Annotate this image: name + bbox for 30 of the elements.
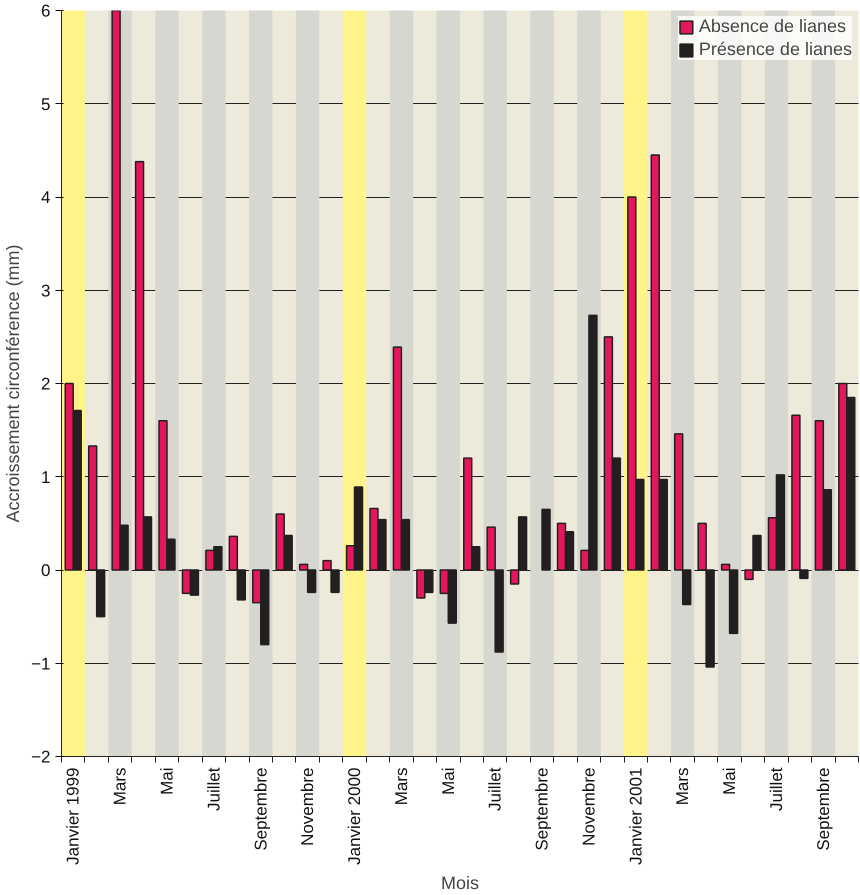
x-tick-label: Mars xyxy=(110,767,130,806)
x-axis-title: Mois xyxy=(441,872,480,893)
legend-label: Présence de lianes xyxy=(698,39,852,60)
x-tick-label: Mai xyxy=(720,767,740,795)
x-tick-label: Novembre xyxy=(579,767,598,846)
y-tick-label: 5 xyxy=(41,94,51,114)
x-tick-label: Mai xyxy=(157,767,176,795)
legend-label: Absence de lianes xyxy=(698,16,846,37)
x-tick-label: Mars xyxy=(673,767,692,806)
x-tick-label: Janvier 1999 xyxy=(64,768,83,865)
x-tick-label: Mars xyxy=(392,767,411,806)
y-tick-label: 2 xyxy=(41,374,51,394)
y-tick-label: 4 xyxy=(41,188,51,207)
x-tick-label: Juillet xyxy=(486,767,505,811)
x-tick-label: Septembre xyxy=(814,767,833,851)
x-tick-label: Mai xyxy=(438,767,458,795)
y-tick-label: −2 xyxy=(31,748,51,766)
x-tick-label: Janvier 2001 xyxy=(626,768,646,865)
x-tick-label: Novembre xyxy=(298,767,318,846)
x-tick-label: Janvier 2000 xyxy=(345,768,364,865)
x-tick-label: Septembre xyxy=(251,767,270,851)
y-axis-title: Accroissement circonférence (mm) xyxy=(3,244,24,523)
y-tick-label: 0 xyxy=(41,561,51,580)
y-tick-label: 3 xyxy=(41,281,51,300)
y-tick-label: −1 xyxy=(31,654,51,674)
x-tick-label: Juillet xyxy=(204,767,224,811)
x-tick-label: Juillet xyxy=(766,767,786,811)
y-tick-label: 1 xyxy=(41,468,51,487)
y-tick-label: 6 xyxy=(41,2,51,20)
x-tick-label: Septembre xyxy=(532,767,552,851)
